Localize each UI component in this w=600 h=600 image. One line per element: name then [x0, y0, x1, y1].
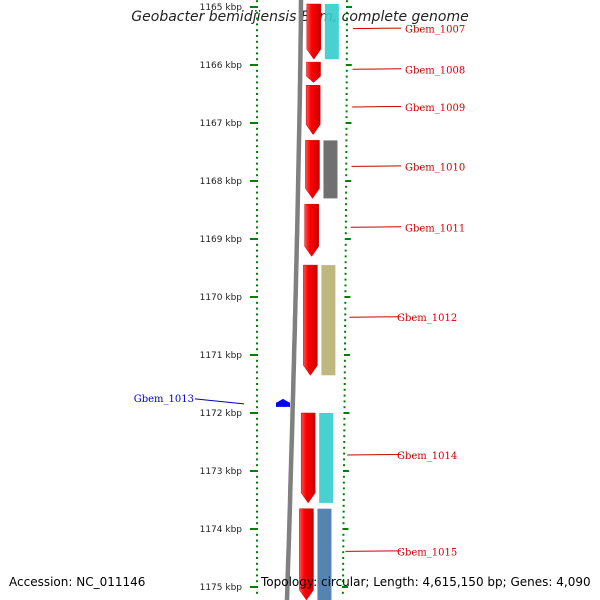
tick-label: 1167 kbp — [200, 119, 243, 129]
gene-label[interactable]: Gbem_1011 — [405, 223, 465, 234]
gene-label[interactable]: Gbem_1007 — [405, 25, 465, 36]
gene-arrow[interactable] — [276, 398, 290, 407]
gene-arrow[interactable] — [305, 140, 320, 199]
gene-arrow[interactable] — [304, 203, 319, 257]
accession-text: Accession: NC_011146 — [9, 575, 146, 589]
tick-label: 1170 kbp — [200, 293, 243, 303]
tick-label: 1169 kbp — [200, 235, 243, 245]
label-leader — [350, 226, 402, 228]
tick-label: 1175 kbp — [200, 583, 243, 593]
gene-label[interactable]: Gbem_1013 — [134, 394, 194, 405]
topology-text: Topology: circular; Length: 4,615,150 bp… — [261, 575, 591, 589]
tick-label: 1166 kbp — [200, 61, 243, 71]
label-layer: Gbem_1007 Gbem_1008 Gbem_1009 Gbem_1010 Gbem… — [134, 25, 466, 559]
tick-label: 1168 kbp — [200, 177, 243, 187]
tick-label: 1173 kbp — [200, 467, 243, 477]
cog-bar — [317, 508, 332, 600]
tick-label: 1165 kbp — [200, 3, 243, 13]
gene-arrow[interactable] — [305, 85, 321, 136]
backbone-layer — [284, 0, 304, 600]
cog-bar — [324, 4, 339, 60]
gene-label[interactable]: Gbem_1014 — [397, 451, 457, 462]
cog-bar — [321, 265, 336, 376]
label-leader — [347, 453, 402, 456]
gene-arrow[interactable] — [306, 3, 322, 60]
gene-label[interactable]: Gbem_1008 — [405, 65, 465, 76]
gene-arrow[interactable] — [300, 412, 316, 504]
gene-label[interactable]: Gbem_1015 — [397, 547, 457, 558]
label-leader — [352, 27, 402, 30]
gene-arrow[interactable] — [306, 61, 321, 83]
label-leader — [352, 105, 402, 108]
scale-ticks: 1165 kbp 1166 kbp 1167 kbp 1168 kbp 1169 kbp… — [200, 0, 352, 594]
tick-label: 1172 kbp — [200, 409, 243, 419]
label-leader — [349, 316, 402, 318]
tick-label: 1174 kbp — [200, 525, 243, 535]
cog-layer — [317, 4, 339, 600]
gene-label[interactable]: Gbem_1012 — [397, 313, 457, 324]
tick-label: 1171 kbp — [200, 351, 243, 361]
genome-backbone — [284, 0, 304, 600]
cog-bar — [319, 413, 334, 503]
label-leader — [351, 165, 402, 167]
gene-arrow[interactable] — [303, 264, 318, 376]
gene-label[interactable]: Gbem_1009 — [405, 103, 465, 114]
gene-layer — [276, 3, 322, 600]
gene-arrow[interactable] — [299, 508, 314, 600]
label-leader — [194, 398, 245, 405]
gene-label[interactable]: Gbem_1010 — [405, 162, 465, 173]
label-leader — [345, 550, 402, 552]
cog-bar — [323, 140, 338, 199]
label-leader — [352, 68, 402, 70]
